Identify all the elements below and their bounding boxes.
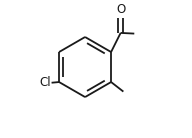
Text: Cl: Cl (39, 76, 51, 89)
Text: O: O (116, 3, 125, 16)
